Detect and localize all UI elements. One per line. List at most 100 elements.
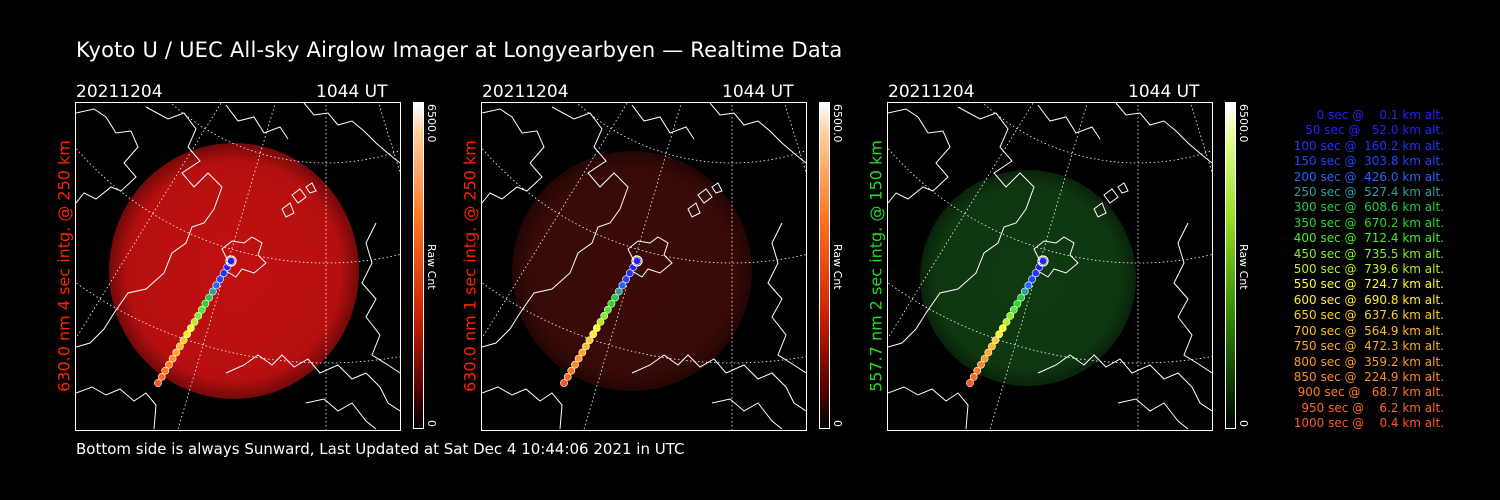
trajectory-point — [176, 342, 184, 351]
trajectory-point — [969, 372, 978, 381]
trajectory-point — [622, 275, 630, 284]
legend-row: 150 sec @ 303.8 km alt. — [1289, 154, 1444, 169]
legend-row: 450 sec @ 735.5 km alt. — [1289, 246, 1444, 261]
trajectory-point — [168, 354, 177, 363]
trajectory-point — [582, 342, 590, 351]
trajectory-point — [1039, 257, 1047, 265]
legend-row: 550 sec @ 724.7 km alt. — [1289, 277, 1444, 292]
trajectory-point — [995, 330, 1004, 339]
panel3-colorbar-min: 0 — [1237, 420, 1250, 427]
trajectory-point — [227, 257, 235, 265]
legend-row: 50 sec @ 52.0 km alt. — [1297, 123, 1444, 138]
trajectory-point — [560, 379, 568, 387]
trajectory-point — [973, 366, 982, 375]
trajectory-point — [212, 281, 221, 290]
trajectory-point — [980, 354, 989, 363]
trajectory-point — [1006, 311, 1015, 320]
trajectory-point — [219, 269, 228, 278]
panel1-colorbar-min: 0 — [425, 420, 438, 427]
legend-row: 200 sec @ 426.0 km alt. — [1289, 169, 1444, 184]
panel3-colorbar — [1225, 102, 1236, 429]
trajectory-point — [1002, 318, 1011, 326]
trajectory-point — [984, 348, 993, 357]
trajectory-point — [578, 348, 587, 357]
page-title: Kyoto U / UEC All-sky Airglow Imager at … — [76, 38, 843, 62]
trajectory-point — [977, 360, 985, 369]
panel2-allsky-image — [481, 102, 807, 431]
trajectory-point — [172, 348, 181, 357]
panel2-side-label: 630.0 nm 1 sec intg. @ 250 km — [460, 102, 480, 429]
panel2-date: 20211204 — [482, 82, 569, 102]
legend-row: 1000 sec @ 0.4 km alt. — [1293, 416, 1444, 431]
legend-row: 300 sec @ 608.6 km alt. — [1289, 200, 1444, 215]
trajectory-point — [633, 257, 641, 265]
trajectory-point — [571, 360, 579, 369]
trajectory-point — [618, 281, 627, 290]
trajectory-point — [194, 311, 203, 320]
trajectory-point — [205, 293, 213, 302]
panel2-side-label-text: 630.0 nm 1 sec intg. @ 250 km — [460, 139, 480, 392]
legend-row: 850 sec @ 224.9 km alt. — [1289, 369, 1444, 384]
trajectory-point — [585, 336, 594, 345]
panel3-side-label: 557.7 nm 2 sec intg. @ 150 km — [866, 102, 886, 429]
trajectory-point — [563, 372, 572, 381]
trajectory-altitude-legend: 0 sec @ 0.1 km alt. 50 sec @ 52.0 km alt… — [1262, 108, 1444, 432]
legend-row: 250 sec @ 527.4 km alt. — [1289, 185, 1444, 200]
trajectory-point — [179, 336, 188, 345]
panel3-map — [888, 103, 1212, 430]
trajectory-point — [603, 305, 612, 314]
trajectory-point — [625, 269, 634, 278]
trajectory-point — [574, 354, 583, 363]
panel3-time: 1044 UT — [1128, 82, 1200, 102]
legend-row: 800 sec @ 359.2 km alt. — [1289, 354, 1444, 369]
legend-row: 700 sec @ 564.9 km alt. — [1289, 323, 1444, 338]
trajectory-point — [1013, 299, 1022, 308]
panel1-side-label: 630.0 nm 4 sec intg. @ 250 km — [54, 102, 74, 429]
panel3-allsky-image — [887, 102, 1213, 431]
panel1-time: 1044 UT — [316, 82, 388, 102]
trajectory-point — [614, 287, 623, 296]
trajectory-point — [567, 366, 576, 375]
legend-row: 350 sec @ 670.2 km alt. — [1289, 215, 1444, 230]
trajectory-point — [154, 379, 162, 387]
observer-marker — [1037, 255, 1049, 267]
panel1-side-label-text: 630.0 nm 4 sec intg. @ 250 km — [54, 139, 74, 392]
trajectory-point — [611, 293, 619, 302]
panel2-time: 1044 UT — [722, 82, 794, 102]
legend-row: 100 sec @ 160.2 km alt. — [1289, 138, 1444, 153]
trajectory-point — [596, 318, 605, 326]
panel2-map — [482, 103, 806, 430]
trajectory-point — [190, 318, 199, 326]
trajectory-point — [988, 342, 996, 351]
trajectory-point — [1024, 281, 1033, 290]
observer-marker — [631, 255, 643, 267]
trajectory-point — [966, 379, 974, 387]
panel1-colorbar — [413, 102, 424, 429]
panel2-colorbar — [819, 102, 830, 429]
trajectory-point — [1020, 287, 1029, 296]
trajectory-point — [208, 287, 217, 296]
trajectory-point — [186, 324, 195, 332]
panel1-allsky-image — [75, 102, 401, 431]
airglow-disk — [109, 143, 359, 399]
trajectory-point — [183, 330, 192, 339]
footer-status: Bottom side is always Sunward, Last Upda… — [76, 440, 685, 458]
legend-row: 950 sec @ 6.2 km alt. — [1297, 400, 1444, 415]
panel3-side-label-text: 557.7 nm 2 sec intg. @ 150 km — [866, 139, 886, 392]
panel3-date: 20211204 — [888, 82, 975, 102]
legend-row: 400 sec @ 712.4 km alt. — [1289, 231, 1444, 246]
trajectory-point — [157, 372, 166, 381]
legend-row: 650 sec @ 637.6 km alt. — [1289, 308, 1444, 323]
trajectory-point — [998, 324, 1007, 332]
trajectory-point — [1009, 305, 1018, 314]
trajectory-point — [161, 366, 170, 375]
trajectory-point — [197, 305, 206, 314]
panel1-map — [76, 103, 400, 430]
airglow-disk — [920, 170, 1136, 386]
trajectory-point — [201, 299, 210, 308]
trajectory-point — [165, 360, 173, 369]
legend-row: 0 sec @ 0.1 km alt. — [1305, 108, 1444, 122]
panel2-colorbar-min: 0 — [831, 420, 844, 427]
trajectory-point — [600, 311, 609, 320]
